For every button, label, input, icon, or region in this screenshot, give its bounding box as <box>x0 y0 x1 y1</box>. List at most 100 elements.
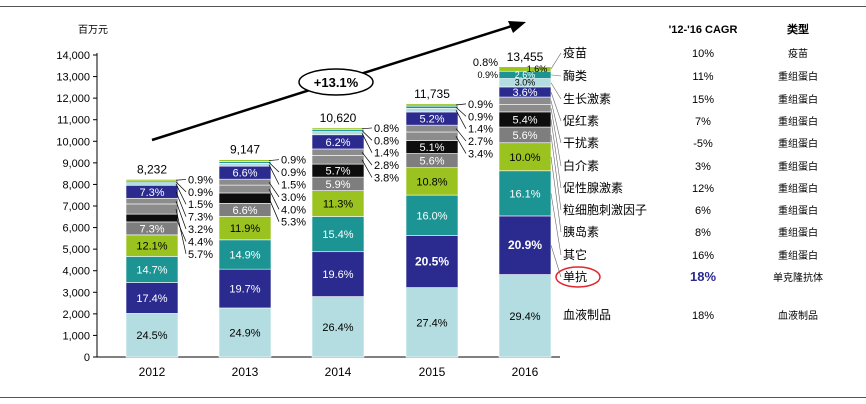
side-label: 5.3% <box>281 217 306 229</box>
legend-type: 单克隆抗体 <box>773 271 823 284</box>
legend-type: 重组蛋白 <box>778 249 818 262</box>
y-tick-label: 13,000 <box>56 72 90 84</box>
segment-label: 16.1% <box>509 188 540 200</box>
side-label: 3.2% <box>188 224 213 236</box>
segment-label: 5.4% <box>512 114 537 126</box>
total-label: 9,147 <box>230 143 260 157</box>
legend-series-name: 其它 <box>563 247 587 262</box>
total-labels: 8,232 9,147 10,620 11,735 13,455 <box>137 50 544 177</box>
legend-cagr: 6% <box>695 205 711 217</box>
y-tick-label: 11,000 <box>57 115 90 127</box>
total-label: 8,232 <box>137 162 167 176</box>
legend-cagr: 18% <box>692 310 714 322</box>
legend-series-name: 单抗 <box>563 269 587 284</box>
leader-line <box>361 130 373 141</box>
segment-label: 24.5% <box>136 330 167 342</box>
segment-label: 19.6% <box>322 269 353 281</box>
leader-line <box>175 191 187 217</box>
segment-label: 10.0% <box>509 152 540 164</box>
bar-segment <box>498 66 552 72</box>
side-label: 0.9% <box>281 155 306 167</box>
segment-label: 12.1% <box>136 241 167 253</box>
leader-line <box>268 188 280 210</box>
y-tick-label: 2,000 <box>62 309 90 321</box>
segment-label: 7.3% <box>139 187 164 199</box>
leader-line <box>361 151 373 166</box>
side-label: 1.4% <box>468 124 493 136</box>
legend-cagr: 16% <box>692 250 714 262</box>
segment-label: 20.5% <box>415 255 449 269</box>
legend-cagr: 11% <box>692 71 713 83</box>
legend-series-name: 生长激素 <box>563 92 611 106</box>
legend-type: 重组蛋白 <box>778 204 818 217</box>
legend-cagr: 18% <box>690 269 716 284</box>
segment-label: 24.9% <box>229 327 260 339</box>
y-tick-label: 9,000 <box>62 158 90 170</box>
side-label: 2.8% <box>374 160 399 172</box>
growth-ellipse <box>298 68 374 96</box>
segment-label: 27.4% <box>416 317 447 329</box>
segment-label: 3.0% <box>515 78 536 88</box>
legend-series-name: 胰岛素 <box>563 224 599 239</box>
side-label: 0.8% <box>374 123 399 135</box>
bar-segment <box>498 274 552 358</box>
bottom-border <box>0 397 866 398</box>
leader-line <box>268 181 280 198</box>
total-label: 13,455 <box>507 50 544 64</box>
leader-line <box>175 179 187 181</box>
legend-leader-line <box>550 100 562 144</box>
segment-label: 19.7% <box>229 284 260 296</box>
side-label: 0.8% <box>473 57 498 69</box>
segment-label: 29.4% <box>509 311 540 323</box>
leader-line <box>175 208 187 254</box>
legend-type: 重组蛋白 <box>778 137 818 150</box>
side-label: 2.7% <box>468 136 493 148</box>
growth-label: +13.1% <box>314 75 359 90</box>
side-label: 0.9% <box>477 70 498 80</box>
segment-label: 26.4% <box>322 322 353 334</box>
bar-segment <box>125 282 179 314</box>
legend-leader-line <box>550 108 562 167</box>
side-label: 0.9% <box>468 99 493 111</box>
segment-label: 1.6% <box>527 64 548 74</box>
x-tick-label: 2014 <box>325 365 352 379</box>
bar-segment <box>125 256 179 283</box>
bar-segment <box>405 194 459 236</box>
segment-label: 17.4% <box>136 293 167 305</box>
side-label: 0.9% <box>188 174 213 186</box>
legend-series-name: 疫苗 <box>563 45 587 60</box>
leader-line <box>455 110 467 129</box>
legend-series-name: 粒细胞刺激因子 <box>563 202 647 217</box>
legend-leader-line <box>550 156 562 233</box>
bar-segment <box>405 124 459 133</box>
type-header: 类型 <box>787 22 809 36</box>
bar-segment <box>405 235 459 288</box>
cagr-header: '12-'16 CAGR <box>669 24 738 36</box>
bar-segment <box>311 190 365 217</box>
bar-segment <box>311 127 365 131</box>
leader-line <box>361 133 373 153</box>
x-tick-label: 2016 <box>512 365 539 379</box>
x-tick-labels: 2012 2013 2014 2015 2016 <box>139 365 539 379</box>
x-tick-label: 2013 <box>232 365 259 379</box>
side-label: 4.4% <box>188 236 213 248</box>
segment-label: 5.2% <box>419 114 444 126</box>
segment-label: 6.6% <box>232 168 257 180</box>
bars <box>125 66 552 358</box>
legend-type: 重组蛋白 <box>778 115 818 128</box>
segment-label: 14.7% <box>136 264 167 276</box>
segment-label: 14.9% <box>229 250 260 262</box>
y-tick-label: 4,000 <box>62 266 90 278</box>
bar-segment <box>405 287 459 358</box>
side-label: 4.0% <box>281 204 306 216</box>
bar-segment <box>405 108 459 113</box>
segment-label: 5.6% <box>512 130 537 142</box>
leader-line <box>175 183 187 205</box>
y-tick-label: 7,000 <box>62 201 90 213</box>
leader-line <box>268 164 280 185</box>
bar-segment <box>125 213 179 223</box>
segment-label: 20.9% <box>508 238 542 252</box>
segment-label: 11.9% <box>230 223 261 235</box>
legend-series-name: 酶类 <box>563 68 587 83</box>
